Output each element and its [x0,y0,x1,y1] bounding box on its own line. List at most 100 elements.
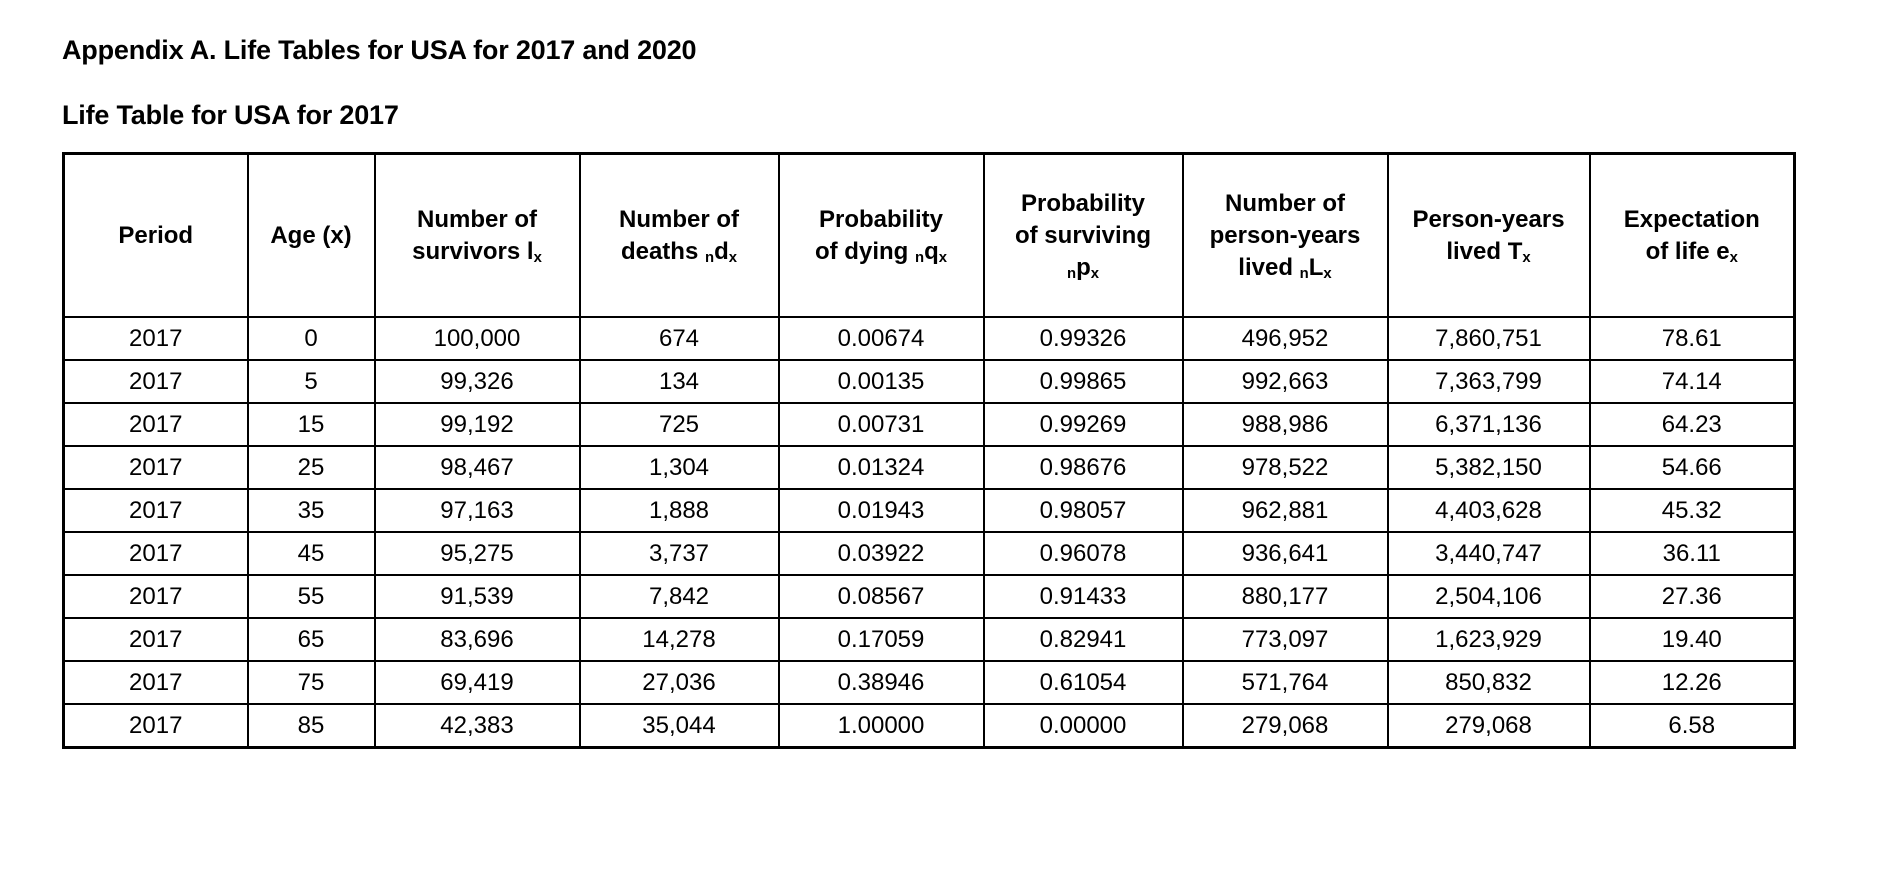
cell-number-of-person-years-lived: 880,177 [1181,574,1389,619]
table-row: 2017 55 91,539 7,842 0.08567 0.91433 880,177 2,… [62,574,1796,619]
cell-number-of-deaths: 7,842 [578,574,780,619]
cell-period: 2017 [62,531,249,576]
cell-number-of-deaths: 3,737 [578,531,780,576]
life-table-2017: Period Age (x) Number of survivors lx Num… [62,152,1796,749]
cell-number-of-survivors: 95,275 [373,531,581,576]
life-table-header: Period Age (x) Number of survivors lx Num… [62,152,1796,318]
cell-age: 5 [246,359,376,404]
table-row: 2017 15 99,192 725 0.00731 0.99269 988,986 6,37… [62,402,1796,447]
table-row: 2017 35 97,163 1,888 0.01943 0.98057 962,881 4,… [62,488,1796,533]
cell-number-of-deaths: 35,044 [578,703,780,749]
cell-number-of-deaths: 1,304 [578,445,780,490]
cell-number-of-deaths: 134 [578,359,780,404]
column-header-expectation-of-life: Expectation of life ex [1588,152,1796,318]
cell-probability-of-surviving: 0.91433 [982,574,1184,619]
cell-age: 35 [246,488,376,533]
cell-number-of-survivors: 99,192 [373,402,581,447]
cell-age: 75 [246,660,376,705]
column-header-number-of-person-years-lived: Number of person-years lived nLx [1181,152,1389,318]
cell-number-of-person-years-lived: 962,881 [1181,488,1389,533]
table-row: 2017 45 95,275 3,737 0.03922 0.96078 936,641 3,… [62,531,1796,576]
cell-person-years-lived-total: 2,504,106 [1386,574,1591,619]
cell-probability-of-surviving: 0.98057 [982,488,1184,533]
cell-number-of-survivors: 69,419 [373,660,581,705]
life-table-body: 2017 0 100,000 674 0.00674 0.99326 496,952 7,86… [62,316,1796,749]
cell-age: 25 [246,445,376,490]
cell-number-of-person-years-lived: 992,663 [1181,359,1389,404]
cell-number-of-survivors: 98,467 [373,445,581,490]
cell-age: 45 [246,531,376,576]
cell-number-of-deaths: 674 [578,316,780,361]
page-title: Appendix A. Life Tables for USA for 2017… [62,35,697,65]
cell-probability-of-dying: 0.00731 [777,402,985,447]
column-header-age: Age (x) [246,152,376,318]
cell-number-of-deaths: 27,036 [578,660,780,705]
cell-probability-of-surviving: 0.00000 [982,703,1184,749]
cell-probability-of-surviving: 0.82941 [982,617,1184,662]
cell-number-of-deaths: 725 [578,402,780,447]
cell-expectation-of-life: 64.23 [1588,402,1796,447]
cell-expectation-of-life: 74.14 [1588,359,1796,404]
cell-probability-of-dying: 0.17059 [777,617,985,662]
table-row: 2017 75 69,419 27,036 0.38946 0.61054 571,764 8… [62,660,1796,705]
cell-person-years-lived-total: 7,363,799 [1386,359,1591,404]
cell-period: 2017 [62,488,249,533]
cell-period: 2017 [62,703,249,749]
table-row: 2017 85 42,383 35,044 1.00000 0.00000 279,068 2… [62,703,1796,749]
table-row: 2017 5 99,326 134 0.00135 0.99865 992,663 7,363… [62,359,1796,404]
cell-expectation-of-life: 27.36 [1588,574,1796,619]
cell-period: 2017 [62,660,249,705]
column-header-period: Period [62,152,249,318]
cell-expectation-of-life: 6.58 [1588,703,1796,749]
cell-expectation-of-life: 36.11 [1588,531,1796,576]
cell-number-of-survivors: 91,539 [373,574,581,619]
cell-number-of-person-years-lived: 988,986 [1181,402,1389,447]
cell-probability-of-surviving: 0.98676 [982,445,1184,490]
cell-period: 2017 [62,617,249,662]
cell-probability-of-dying: 0.00135 [777,359,985,404]
cell-number-of-survivors: 42,383 [373,703,581,749]
cell-expectation-of-life: 12.26 [1588,660,1796,705]
cell-expectation-of-life: 54.66 [1588,445,1796,490]
table-row: 2017 0 100,000 674 0.00674 0.99326 496,952 7,86… [62,316,1796,361]
column-header-person-years-lived-total: Person-years lived Tx [1386,152,1591,318]
cell-probability-of-dying: 0.03922 [777,531,985,576]
cell-number-of-survivors: 99,326 [373,359,581,404]
cell-number-of-person-years-lived: 936,641 [1181,531,1389,576]
cell-probability-of-dying: 0.38946 [777,660,985,705]
cell-probability-of-surviving: 0.99865 [982,359,1184,404]
cell-person-years-lived-total: 4,403,628 [1386,488,1591,533]
cell-number-of-survivors: 100,000 [373,316,581,361]
cell-number-of-deaths: 14,278 [578,617,780,662]
column-header-number-of-survivors: Number of survivors lx [373,152,581,318]
column-header-number-of-deaths: Number of deaths ndx [578,152,780,318]
cell-number-of-person-years-lived: 978,522 [1181,445,1389,490]
cell-person-years-lived-total: 6,371,136 [1386,402,1591,447]
cell-number-of-survivors: 83,696 [373,617,581,662]
column-header-probability-of-surviving: Probability of surviving npx [982,152,1184,318]
cell-probability-of-surviving: 0.61054 [982,660,1184,705]
cell-expectation-of-life: 78.61 [1588,316,1796,361]
cell-person-years-lived-total: 279,068 [1386,703,1591,749]
cell-expectation-of-life: 45.32 [1588,488,1796,533]
cell-number-of-person-years-lived: 773,097 [1181,617,1389,662]
cell-period: 2017 [62,402,249,447]
table-title-2017: Life Table for USA for 2017 [62,100,399,130]
cell-number-of-person-years-lived: 571,764 [1181,660,1389,705]
header-row: Period Age (x) Number of survivors lx Num… [62,152,1796,318]
cell-age: 65 [246,617,376,662]
cell-period: 2017 [62,359,249,404]
cell-period: 2017 [62,574,249,619]
cell-probability-of-dying: 0.00674 [777,316,985,361]
cell-probability-of-surviving: 0.96078 [982,531,1184,576]
cell-probability-of-surviving: 0.99326 [982,316,1184,361]
cell-person-years-lived-total: 7,860,751 [1386,316,1591,361]
cell-age: 55 [246,574,376,619]
cell-number-of-person-years-lived: 279,068 [1181,703,1389,749]
cell-number-of-survivors: 97,163 [373,488,581,533]
cell-age: 0 [246,316,376,361]
cell-probability-of-dying: 0.01324 [777,445,985,490]
cell-person-years-lived-total: 850,832 [1386,660,1591,705]
table-row: 2017 65 83,696 14,278 0.17059 0.82941 773,097 1… [62,617,1796,662]
cell-person-years-lived-total: 1,623,929 [1386,617,1591,662]
